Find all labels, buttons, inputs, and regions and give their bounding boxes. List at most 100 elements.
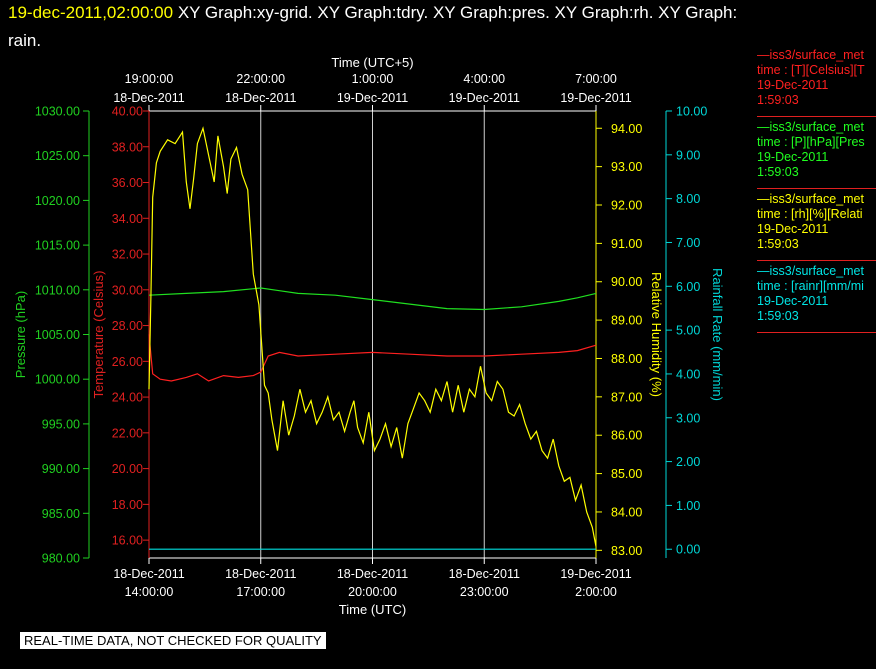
temperature-tick-label: 16.00	[112, 534, 143, 548]
temperature-tick-label: 34.00	[112, 212, 143, 226]
temperature-tick-label: 38.00	[112, 140, 143, 154]
legend-entry-title: —iss3/surface_met	[757, 48, 864, 62]
legend-entry-title: —iss3/surface_met	[757, 192, 864, 206]
temperature-tick-label: 36.00	[112, 176, 143, 190]
temperature-series-line	[148, 334, 597, 382]
pressure-tick-label: 990.00	[42, 462, 80, 476]
pressure-tick-label: 1000.00	[35, 373, 80, 387]
legend-entry: —iss3/surface_met time : [rainr][mm/mi 19-…	[757, 264, 876, 324]
legend-entry: —iss3/surface_met time : [rh][%][Relati 19…	[757, 192, 876, 252]
humidity-tick-label: 87.00	[611, 390, 642, 404]
bottom-tick-date-label: 19-Dec-2011	[560, 567, 631, 581]
humidity-tick-label: 91.00	[611, 237, 642, 251]
temperature-tick-label: 18.00	[112, 498, 143, 512]
bottom-tick-time-label: 2:00:00	[575, 585, 617, 599]
legend-separator	[757, 116, 876, 117]
rainfall-tick-label: 8.00	[676, 192, 700, 206]
bottom-tick-time-label: 23:00:00	[460, 585, 509, 599]
bottom-tick-date-label: 18-Dec-2011	[225, 567, 296, 581]
temperature-tick-label: 26.00	[112, 355, 143, 369]
pressure-tick-label: 1030.00	[35, 105, 80, 119]
bottom-axis-title: Time (UTC)	[339, 602, 406, 617]
humidity-tick-label: 83.00	[611, 544, 642, 558]
temperature-axis-title: Temperature (Celsius)	[91, 271, 106, 399]
rainfall-tick-label: 2.00	[676, 455, 700, 469]
top-tick-date-label: 18-Dec-2011	[113, 91, 184, 105]
legend-entry-date: 19-Dec-2011	[757, 294, 829, 308]
temperature-tick-label: 30.00	[112, 283, 143, 297]
top-tick-time-label: 7:00:00	[575, 72, 617, 86]
bottom-tick-time-label: 14:00:00	[125, 585, 174, 599]
pressure-tick-label: 1015.00	[35, 239, 80, 253]
bottom-tick-time-label: 20:00:00	[348, 585, 397, 599]
header-title-line1: 19-dec-2011,02:00:00 XY Graph:xy-grid. X…	[8, 3, 737, 23]
temperature-tick-label: 20.00	[112, 462, 143, 476]
humidity-tick-label: 94.00	[611, 122, 642, 136]
rainfall-tick-label: 4.00	[676, 367, 700, 381]
legend-entry-time: 1:59:03	[757, 165, 799, 179]
legend-entry-date: 19-Dec-2011	[757, 78, 829, 92]
humidity-tick-label: 93.00	[611, 160, 642, 174]
pressure-tick-label: 995.00	[42, 417, 80, 431]
rainfall-tick-label: 5.00	[676, 324, 700, 338]
legend-entry-date: 19-Dec-2011	[757, 150, 829, 164]
pressure-axis-title: Pressure (hPa)	[13, 291, 28, 378]
bottom-tick-date-label: 18-Dec-2011	[449, 567, 520, 581]
header-title-line2: rain.	[8, 31, 42, 50]
pressure-series-line	[148, 287, 597, 311]
top-tick-time-label: 1:00:00	[352, 72, 394, 86]
humidity-tick-label: 85.00	[611, 467, 642, 481]
legend-entry-unit: time : [P][hPa][Pres	[757, 135, 865, 149]
temperature-tick-label: 24.00	[112, 391, 143, 405]
top-tick-date-label: 19-Dec-2011	[337, 91, 408, 105]
temperature-tick-label: 28.00	[112, 319, 143, 333]
pressure-tick-label: 1025.00	[35, 149, 80, 163]
top-tick-date-label: 19-Dec-2011	[449, 91, 520, 105]
top-tick-time-label: 22:00:00	[236, 72, 285, 86]
legend-entry-unit: time : [rainr][mm/mi	[757, 279, 864, 293]
rainfall-axis-title: Rainfall Rate (mm/min)	[710, 268, 725, 401]
top-tick-time-label: 19:00:00	[125, 72, 174, 86]
legend-entry-time: 1:59:03	[757, 309, 799, 323]
legend-entry: —iss3/surface_met time : [P][hPa][Pres 19-…	[757, 120, 876, 180]
rainfall-tick-label: 7.00	[676, 236, 700, 250]
legend-entry-unit: time : [rh][%][Relati	[757, 207, 863, 221]
humidity-tick-label: 86.00	[611, 429, 642, 443]
legend-separator	[757, 188, 876, 189]
legend-entry: —iss3/surface_met time : [T][Celsius][T 19…	[757, 48, 876, 108]
pressure-tick-label: 1005.00	[35, 328, 80, 342]
rainfall-tick-label: 1.00	[676, 499, 700, 513]
bottom-tick-date-label: 18-Dec-2011	[113, 567, 184, 581]
pressure-tick-label: 1010.00	[35, 283, 80, 297]
humidity-tick-label: 92.00	[611, 199, 642, 213]
humidity-tick-label: 89.00	[611, 314, 642, 328]
legend-entry-title: —iss3/surface_met	[757, 120, 864, 134]
rainfall-tick-label: 6.00	[676, 280, 700, 294]
legend-separator	[757, 332, 876, 333]
rainfall-tick-label: 3.00	[676, 411, 700, 425]
humidity-tick-label: 88.00	[611, 352, 642, 366]
legend-entry-time: 1:59:03	[757, 237, 799, 251]
header-timestamp: 19-dec-2011,02:00:00	[8, 3, 174, 22]
legend-entry-unit: time : [T][Celsius][T	[757, 63, 865, 77]
legend-entry-time: 1:59:03	[757, 93, 799, 107]
top-tick-time-label: 4:00:00	[463, 72, 505, 86]
pressure-tick-label: 985.00	[42, 507, 80, 521]
humidity-tick-label: 84.00	[611, 505, 642, 519]
temperature-tick-label: 22.00	[112, 426, 143, 440]
bottom-tick-time-label: 17:00:00	[236, 585, 285, 599]
top-tick-date-label: 19-Dec-2011	[560, 91, 631, 105]
humidity-axis-title: Relative Humidity (%)	[649, 272, 664, 397]
rainfall-tick-label: 10.00	[676, 105, 707, 119]
legend-entry-title: —iss3/surface_met	[757, 264, 864, 278]
pressure-tick-label: 1020.00	[35, 194, 80, 208]
legend-entry-date: 19-Dec-2011	[757, 222, 829, 236]
humidity-tick-label: 90.00	[611, 275, 642, 289]
rainfall-tick-label: 9.00	[676, 148, 700, 162]
legend-separator	[757, 260, 876, 261]
top-tick-date-label: 18-Dec-2011	[225, 91, 296, 105]
header-graph-list: XY Graph:xy-grid. XY Graph:tdry. XY Grap…	[173, 3, 738, 22]
rainfall-tick-label: 0.00	[676, 543, 700, 557]
